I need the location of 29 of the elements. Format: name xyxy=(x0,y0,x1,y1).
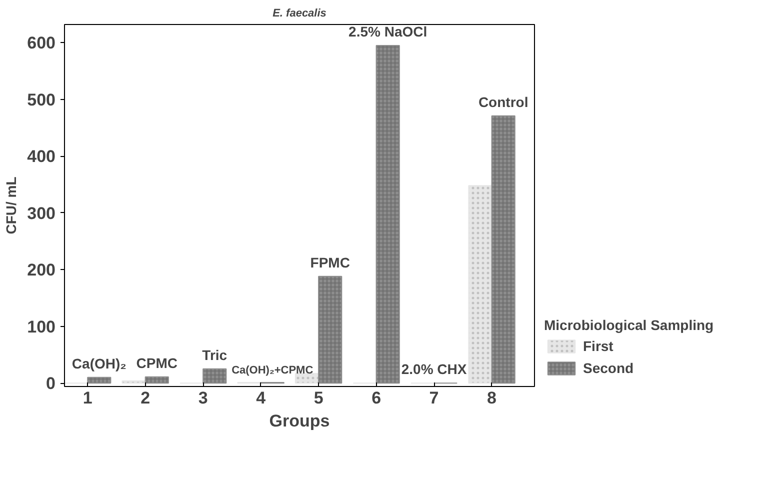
annotation: CPMC xyxy=(136,354,178,371)
x-tick-label: 3 xyxy=(198,388,208,408)
x-tick-label: 6 xyxy=(372,388,382,408)
y-tick-label: 500 xyxy=(27,90,56,110)
x-tick-label: 5 xyxy=(314,388,324,408)
y-axis-title: CFU/ mL xyxy=(3,176,20,234)
y-tick-label: 100 xyxy=(27,317,56,336)
y-tick-label: 200 xyxy=(27,260,56,280)
x-tick-label: 1 xyxy=(82,388,92,408)
legend-label: First xyxy=(583,338,614,354)
legend-title: Microbiological Sampling xyxy=(544,317,714,333)
annotation: Tric xyxy=(202,346,228,363)
x-tick-label: 7 xyxy=(429,388,439,408)
y-tick-label: 600 xyxy=(27,34,56,53)
annotation: 2.5% NaOCl xyxy=(348,23,428,40)
annotation: Ca(OH)₂ xyxy=(72,355,126,372)
annotation: 2.0% CHX xyxy=(401,361,468,378)
chart-title: E. faecalis xyxy=(272,8,326,20)
annotation: Ca(OH)₂+CPMC xyxy=(232,364,314,377)
x-tick-label: 8 xyxy=(487,388,497,408)
x-axis-title: Groups xyxy=(269,412,330,430)
x-tick-label: 2 xyxy=(140,388,150,408)
x-tick-label: 4 xyxy=(256,388,266,408)
legend-label: Second xyxy=(583,360,634,376)
annotation: FPMC xyxy=(310,254,350,270)
annotation: Control xyxy=(478,94,528,110)
y-tick-label: 0 xyxy=(46,374,56,394)
y-tick-label: 300 xyxy=(27,204,56,223)
y-tick-label: 400 xyxy=(27,147,56,166)
